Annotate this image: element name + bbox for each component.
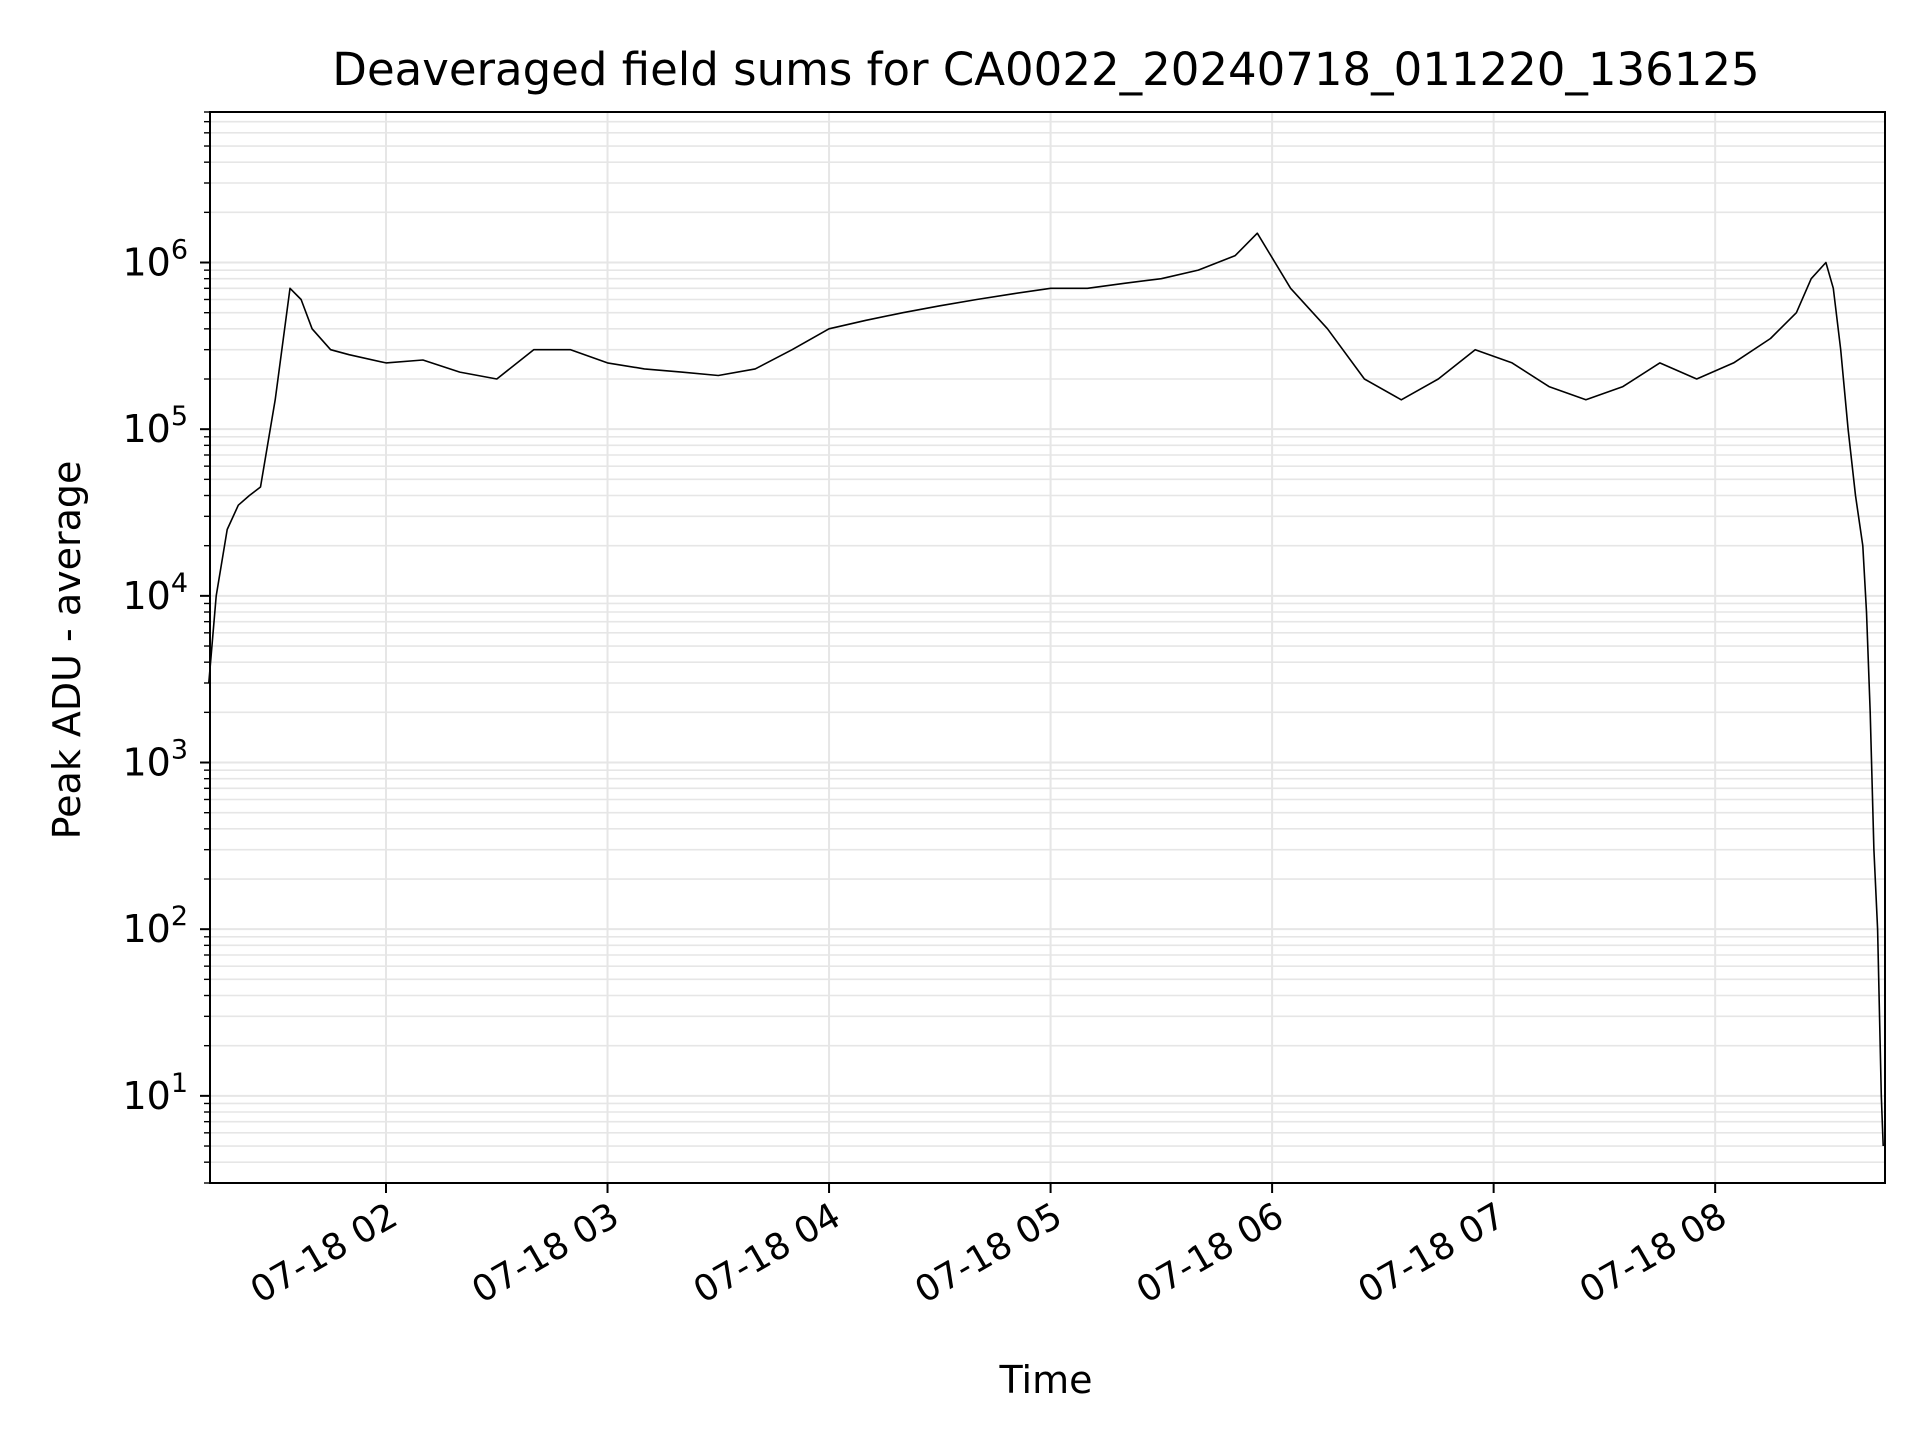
series (208, 232, 1884, 1147)
y-tick-label-exponent: 4 (171, 568, 188, 599)
y-tick-label-exponent: 1 (171, 1068, 188, 1099)
y-tick-label-base: 10 (122, 574, 170, 618)
y-tick-label-base: 10 (122, 741, 170, 785)
y-tick-label: 101 (122, 1068, 188, 1118)
y-tick-label-exponent: 2 (171, 901, 188, 932)
y-tick-label-base: 10 (122, 1074, 170, 1118)
y-tick-label: 106 (122, 235, 188, 285)
plot-frame (209, 111, 1886, 1184)
y-tick-label: 105 (122, 401, 188, 451)
y-tick-label: 102 (122, 901, 188, 951)
y-tick-label-exponent: 5 (171, 401, 188, 432)
y-axis-label: Peak ADU - average (45, 461, 89, 840)
y-tick-label-exponent: 3 (171, 735, 188, 766)
chart-title: Deaveraged field sums for CA0022_2024071… (332, 43, 1759, 96)
y-tick-label-base: 10 (122, 407, 170, 451)
axis-ticks (200, 111, 1717, 1193)
x-axis-label: Time (999, 1358, 1093, 1402)
grid (210, 111, 1885, 1184)
series-line (208, 232, 1884, 1147)
y-tick-label: 103 (122, 735, 188, 785)
y-tick-label-base: 10 (122, 241, 170, 285)
y-tick-label-base: 10 (122, 907, 170, 951)
y-tick-label: 104 (122, 568, 188, 618)
y-tick-label-exponent: 6 (171, 235, 188, 266)
